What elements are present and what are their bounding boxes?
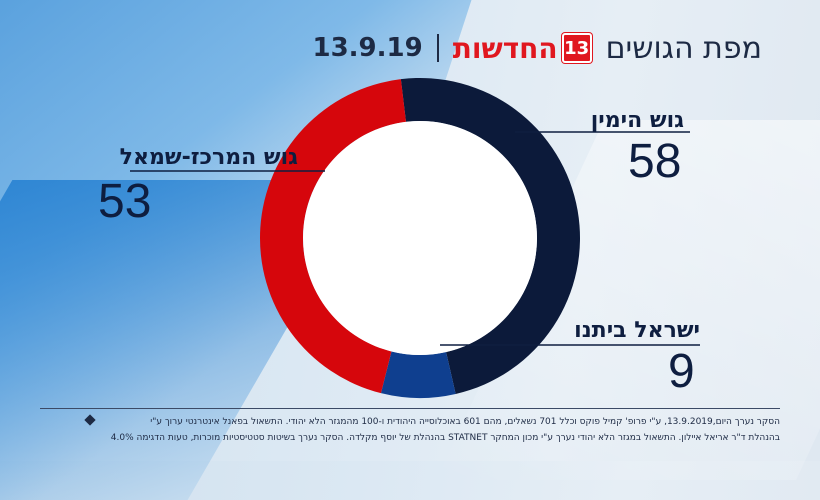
sponsor-logo <box>84 414 96 426</box>
label-yisrael-beiteinu-name: ישראל ביתנו <box>574 318 700 343</box>
channel-logo: 13 החדשות <box>453 32 592 65</box>
footer-divider <box>40 408 780 409</box>
logo-number: 13 <box>561 33 592 63</box>
donut-slice <box>260 79 406 394</box>
donut-slice <box>380 351 456 399</box>
label-center-left-name: גוש המרכז-שמאל <box>119 145 298 170</box>
donut-hole <box>303 121 537 355</box>
divider <box>436 34 439 62</box>
label-right-bloc-value: 58 <box>628 135 682 188</box>
label-yisrael-beiteinu-value: 9 <box>668 345 695 398</box>
label-center-left-value: 53 <box>98 175 152 228</box>
footnote-line-2: בהנהלת ד"ר אריאל איילון. התשאול במגזר הל… <box>110 433 780 443</box>
page-title: מפת הגושים <box>605 30 762 66</box>
donut-slice <box>400 78 581 394</box>
logo-text: החדשות <box>452 31 558 65</box>
donut-chart <box>130 78 700 399</box>
footnote-line-1: הסקר נערך היום,13.9.2019, ע"י פרופ' קמיל… <box>150 417 780 427</box>
diamond-icon <box>84 414 96 426</box>
date: 13.9.19 <box>312 33 423 63</box>
header: מפת הגושים 13 החדשות 13.9.19 <box>313 28 763 68</box>
label-right-bloc-name: גוש הימין <box>590 108 684 133</box>
